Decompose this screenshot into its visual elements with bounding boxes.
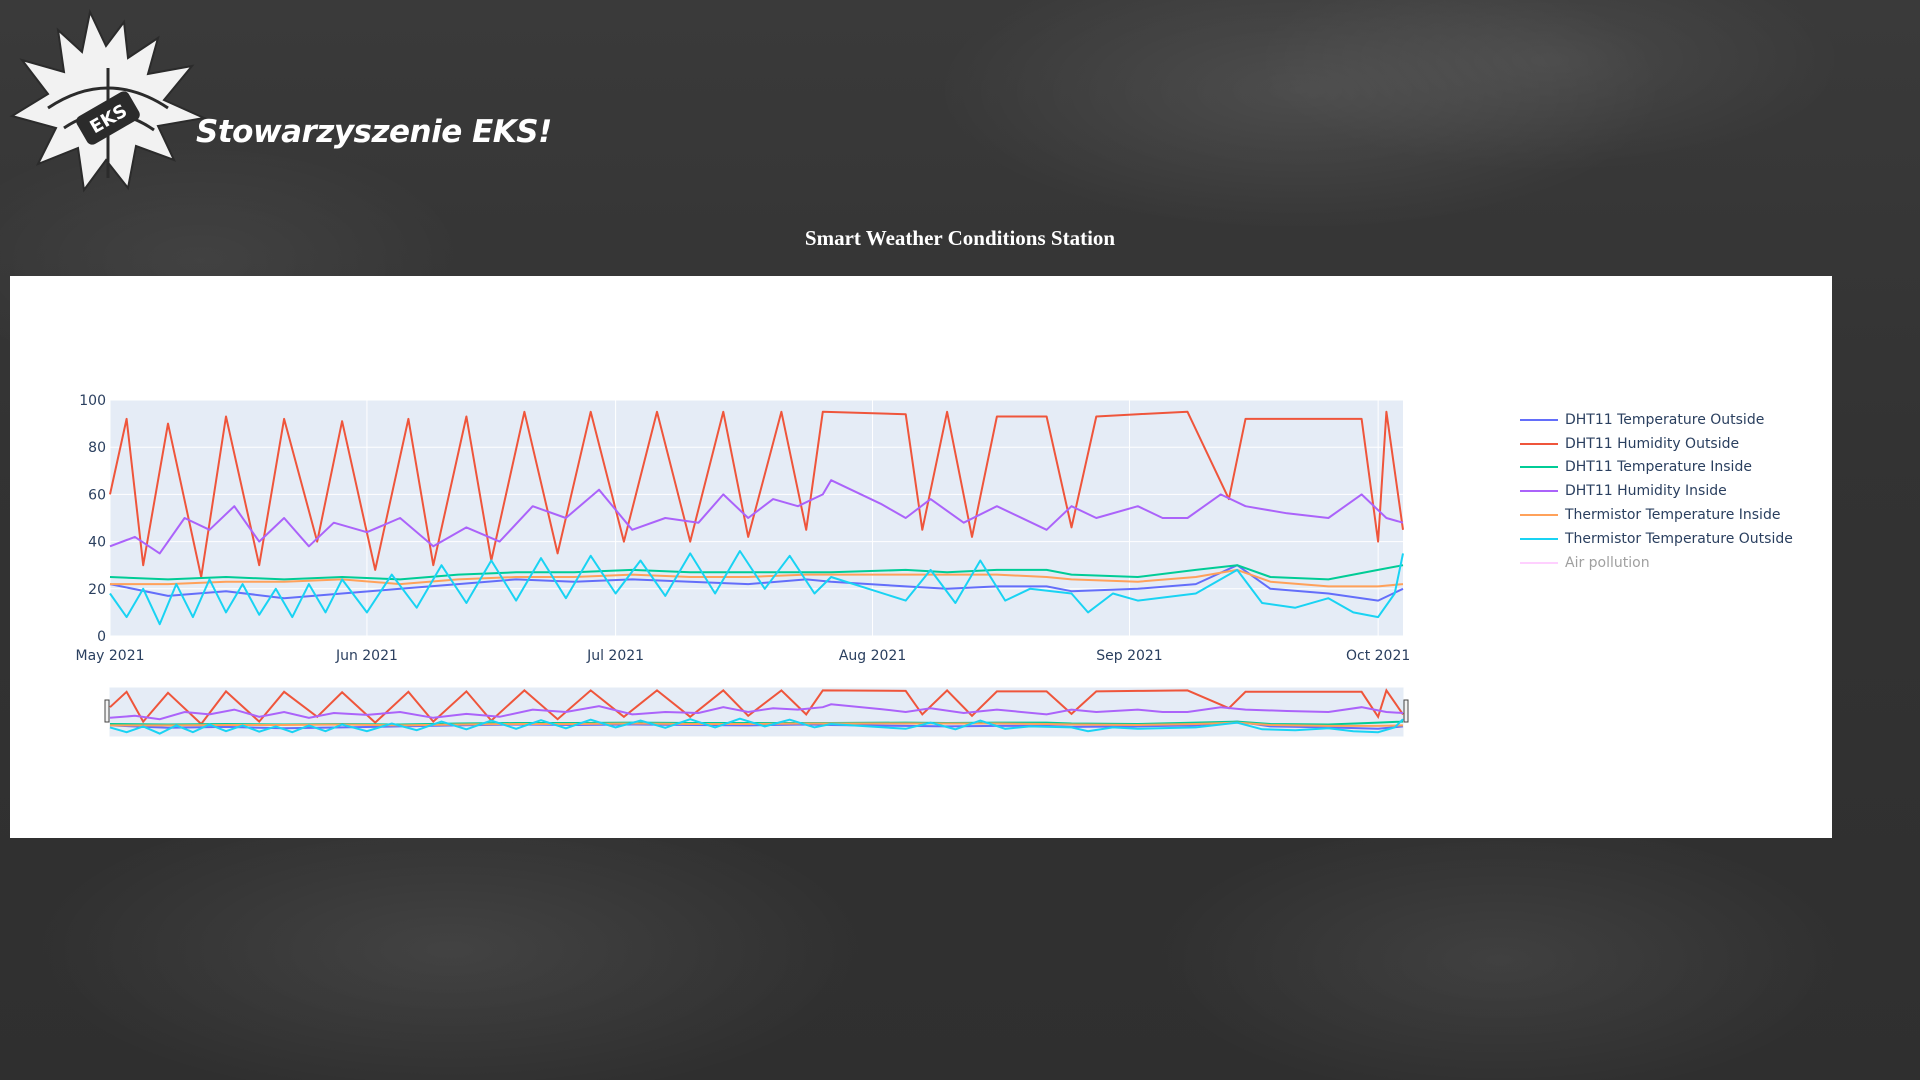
- series-line-dht11-humidity-outside: [109, 410, 1404, 578]
- x-tick-label: Aug 2021: [839, 648, 906, 664]
- y-tick-label: 80: [88, 440, 106, 456]
- legend-swatch: [1520, 442, 1558, 445]
- rangeslider-right-handle[interactable]: [1403, 699, 1409, 723]
- legend-label: DHT11 Temperature Outside: [1565, 411, 1765, 428]
- y-tick-label: 100: [79, 393, 106, 409]
- legend-label: Thermistor Temperature Outside: [1565, 530, 1793, 547]
- legend-label: DHT11 Humidity Outside: [1565, 435, 1740, 452]
- rangeslider-line-dht11-humidity-outside: [109, 688, 1404, 726]
- x-tick-label: Jul 2021: [586, 648, 644, 664]
- legend-item[interactable]: DHT11 Humidity Inside: [1520, 479, 1793, 503]
- page-title: Smart Weather Conditions Station: [804, 226, 1116, 250]
- x-tick-label: Sep 2021: [1096, 648, 1162, 664]
- legend-swatch: [1520, 466, 1558, 469]
- chart-panel: 0 20 40 60 80 100 May 2021 Jun 2021 Jul 2021 Aug …: [10, 276, 1832, 838]
- x-tick-label: Oct 2021: [1346, 648, 1410, 664]
- chart-legend: DHT11 Temperature Outside DHT11 Humidity …: [1520, 408, 1793, 575]
- y-tick-label: 20: [88, 582, 106, 598]
- eks-logo: EKS: [8, 8, 208, 198]
- y-tick-label: 60: [88, 487, 106, 503]
- series-line-dht11-temperature-inside: [109, 564, 1404, 581]
- legend-swatch: [1520, 537, 1558, 540]
- legend-swatch: [1520, 561, 1558, 564]
- legend-swatch: [1520, 490, 1558, 493]
- legend-item[interactable]: Thermistor Temperature Outside: [1520, 527, 1793, 551]
- legend-label: DHT11 Temperature Inside: [1565, 459, 1752, 476]
- y-tick-label: 40: [88, 535, 106, 551]
- legend-item[interactable]: Air pollution: [1520, 551, 1793, 575]
- plot-area: [110, 400, 1403, 636]
- legend-label: Thermistor Temperature Inside: [1565, 507, 1781, 524]
- legend-item[interactable]: Thermistor Temperature Inside: [1520, 503, 1793, 527]
- legend-item[interactable]: DHT11 Humidity Outside: [1520, 432, 1793, 456]
- rangeslider-left-handle[interactable]: [104, 699, 110, 723]
- legend-item[interactable]: DHT11 Temperature Outside: [1520, 408, 1793, 432]
- legend-label: DHT11 Humidity Inside: [1565, 483, 1727, 500]
- series-line-thermistor-temperature-inside: [110, 568, 1404, 588]
- legend-swatch: [1520, 514, 1558, 517]
- x-tick-label: May 2021: [75, 648, 144, 664]
- x-tick-label: Jun 2021: [335, 648, 398, 664]
- legend-label: Air pollution: [1565, 554, 1650, 571]
- rangeslider-line-dht11-humidity-inside: [109, 703, 1404, 721]
- series-line-thermistor-temperature-outside: [109, 550, 1404, 626]
- maple-leaf-logo-icon: EKS: [9, 8, 208, 193]
- y-tick-label: 0: [97, 629, 106, 645]
- legend-item[interactable]: DHT11 Temperature Inside: [1520, 456, 1793, 480]
- legend-swatch: [1520, 418, 1558, 421]
- org-name: Stowarzyszenie EKS!: [196, 114, 552, 150]
- line-chart[interactable]: 0 20 40 60 80 100 May 2021 Jun 2021 Jul 2021 Aug …: [10, 276, 1832, 838]
- series-line-dht11-humidity-inside: [109, 479, 1404, 555]
- rangeslider-line-thermistor-temperature-outside: [109, 717, 1404, 735]
